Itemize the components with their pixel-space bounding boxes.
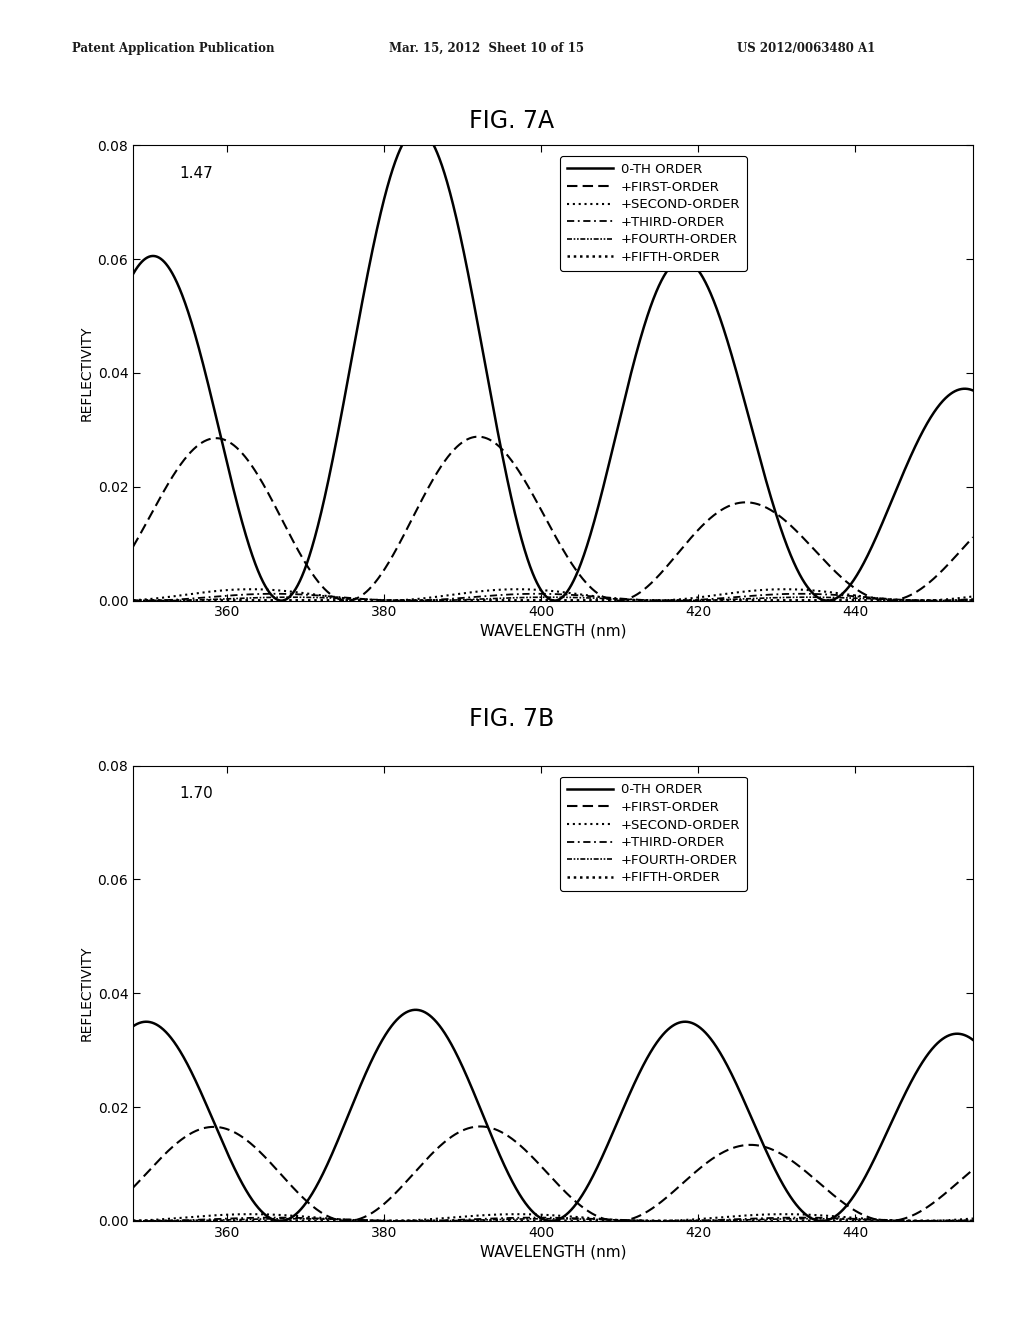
Text: Mar. 15, 2012  Sheet 10 of 15: Mar. 15, 2012 Sheet 10 of 15 <box>389 42 584 55</box>
X-axis label: WAVELENGTH (nm): WAVELENGTH (nm) <box>479 623 627 639</box>
Text: 1.47: 1.47 <box>179 166 213 181</box>
Text: US 2012/0063480 A1: US 2012/0063480 A1 <box>737 42 876 55</box>
Y-axis label: REFLECTIVITY: REFLECTIVITY <box>79 945 93 1041</box>
Y-axis label: REFLECTIVITY: REFLECTIVITY <box>79 325 93 421</box>
X-axis label: WAVELENGTH (nm): WAVELENGTH (nm) <box>479 1243 627 1259</box>
Text: FIG. 7B: FIG. 7B <box>469 708 555 731</box>
Legend: 0-TH ORDER, +FIRST-ORDER, +SECOND-ORDER, +THIRD-ORDER, +FOURTH-ORDER, +FIFTH-ORD: 0-TH ORDER, +FIRST-ORDER, +SECOND-ORDER,… <box>560 156 748 271</box>
Text: Patent Application Publication: Patent Application Publication <box>72 42 274 55</box>
Text: FIG. 7A: FIG. 7A <box>469 110 555 133</box>
Legend: 0-TH ORDER, +FIRST-ORDER, +SECOND-ORDER, +THIRD-ORDER, +FOURTH-ORDER, +FIFTH-ORD: 0-TH ORDER, +FIRST-ORDER, +SECOND-ORDER,… <box>560 776 748 891</box>
Text: 1.70: 1.70 <box>179 787 213 801</box>
